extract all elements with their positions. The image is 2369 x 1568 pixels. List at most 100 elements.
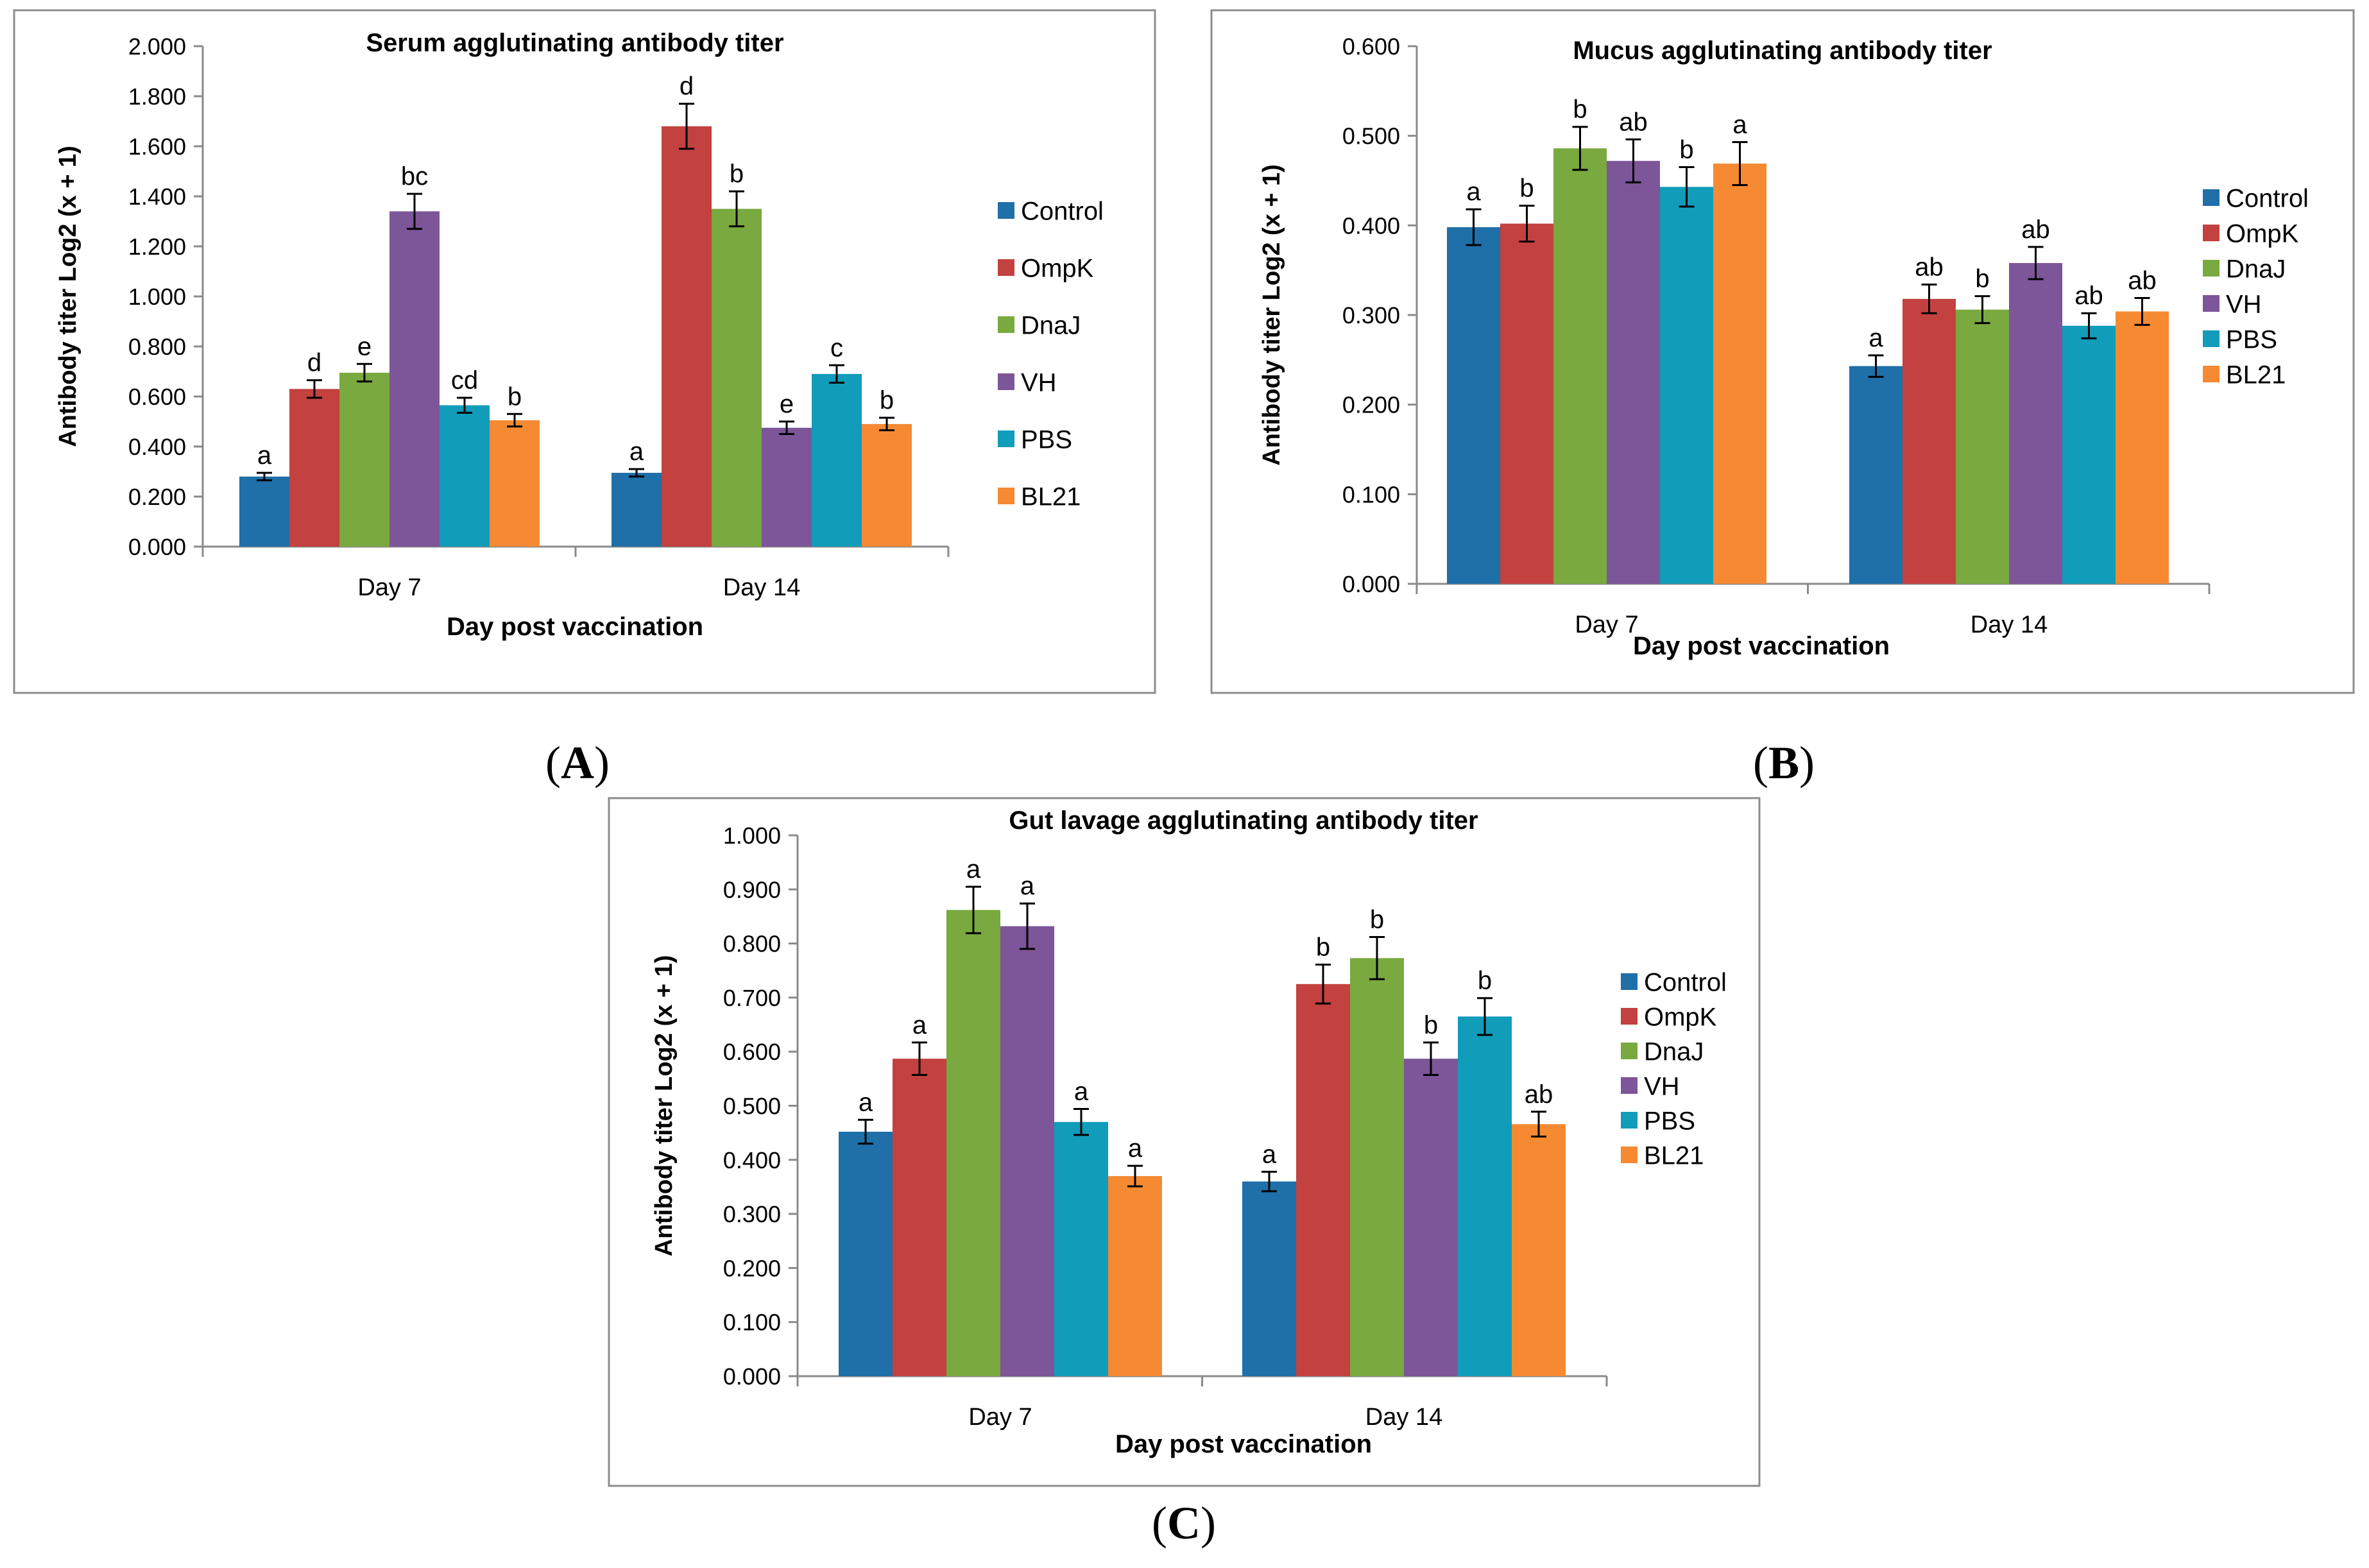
significance-label: b (1573, 96, 1587, 124)
legend-label: DnaJ (2226, 255, 2286, 283)
significance-label: a (1074, 1078, 1089, 1106)
bar-dnaj-1 (1553, 148, 1607, 584)
y-tick-label: 0.800 (723, 931, 781, 957)
x-tick-label: Day 7 (968, 1404, 1032, 1431)
significance-label: a (1869, 324, 1883, 352)
bar-ompk-2 (1903, 298, 1956, 584)
significance-label: b (1316, 933, 1330, 961)
legend-label: PBS (1644, 1107, 1695, 1135)
legend-label: OmpK (2226, 219, 2299, 248)
legend-label: PBS (2226, 325, 2277, 354)
significance-label: ab (1619, 108, 1648, 136)
y-tick-label: 0.400 (1342, 212, 1400, 239)
significance-label: a (1262, 1140, 1277, 1168)
y-tick-label: 0.600 (1342, 33, 1400, 60)
legend-label: VH (2226, 290, 2262, 318)
legend-swatch (998, 430, 1014, 447)
x-tick-label: Day 7 (357, 574, 421, 601)
legend-swatch (1621, 1008, 1638, 1025)
y-tick-label: 0.400 (723, 1147, 781, 1173)
legend-swatch (2203, 366, 2219, 382)
chart-title: Mucus agglutinating antibody titer (1573, 37, 1992, 65)
significance-label: ab (2074, 282, 2103, 310)
bar-dnaj-1 (339, 372, 389, 547)
y-tick-label: 0.300 (1342, 302, 1400, 328)
bar-bl21-2 (1512, 1124, 1566, 1376)
bar-vh-1 (1000, 926, 1054, 1376)
y-tick-label: 1.000 (723, 822, 781, 849)
legend-swatch (2203, 330, 2219, 347)
y-tick-label: 0.200 (1342, 392, 1400, 418)
x-axis-title: Day post vaccination (447, 613, 703, 641)
y-axis-title: Antibody titer Log2 (x + 1) (651, 955, 678, 1257)
chart-frame (608, 797, 1761, 1487)
significance-label: a (629, 438, 644, 466)
legend-label: VH (1021, 368, 1057, 396)
bar-pbs-2 (1458, 1016, 1512, 1376)
y-tick-label: 0.600 (128, 384, 186, 410)
y-axis-title: Antibody titer Log2 (x + 1) (55, 146, 81, 447)
bar-bl21-1 (1108, 1176, 1162, 1376)
bar-vh-1 (1607, 160, 1660, 584)
bar-ompk-2 (662, 126, 712, 547)
bar-pbs-2 (2062, 325, 2116, 584)
x-tick-label: Day 7 (1575, 611, 1638, 638)
y-tick-label: 0.000 (128, 534, 186, 560)
bar-control-2 (1849, 366, 1903, 584)
legend-label: BL21 (1021, 482, 1081, 511)
legend-swatch (2203, 189, 2219, 206)
legend-label: Control (2226, 184, 2309, 212)
legend-label: OmpK (1021, 254, 1094, 282)
bar-dnaj-2 (712, 209, 762, 547)
significance-label: a (257, 441, 272, 470)
legend-swatch (998, 316, 1014, 333)
legend-swatch (2203, 260, 2219, 277)
legend-label: DnaJ (1644, 1037, 1704, 1066)
legend-swatch (998, 488, 1014, 504)
chart-panel-1: Serum agglutinating antibody titer 0.000 0… (13, 9, 1156, 694)
chart-panel-3: Gut lavage agglutinating antibody titer 0… (608, 797, 1761, 1487)
x-tick-label: Day 14 (1365, 1404, 1442, 1431)
significance-label: b (1679, 136, 1693, 164)
significance-label: ab (1915, 253, 1944, 282)
significance-label: a (859, 1088, 873, 1116)
panel-label-a: (A) (545, 737, 610, 788)
x-tick-label: Day 14 (723, 574, 800, 601)
chart-panel-2: Mucus agglutinating antibody titer 0.000 0… (1210, 9, 2355, 694)
significance-label: b (880, 386, 894, 414)
bar-ompk-1 (893, 1059, 946, 1376)
bar-bl21-1 (1713, 163, 1766, 584)
x-axis-title: Day post vaccination (1115, 1430, 1372, 1458)
bar-pbs-1 (1054, 1121, 1108, 1376)
significance-label: b (1478, 967, 1492, 995)
legend-swatch (1621, 1077, 1638, 1094)
legend-swatch (1621, 1043, 1638, 1059)
y-axis-title: Antibody titer Log2 (x + 1) (1258, 164, 1285, 466)
significance-label: b (1370, 905, 1384, 933)
y-tick-label: 0.100 (1342, 481, 1400, 507)
bar-vh-1 (389, 211, 440, 547)
chart-title: Serum agglutinating antibody titer (366, 29, 783, 57)
legend-swatch (998, 373, 1014, 390)
legend-label: DnaJ (1021, 311, 1081, 339)
y-tick-label: 0.300 (723, 1201, 781, 1227)
bar-pbs-1 (1660, 187, 1713, 584)
panel-label-c: (C) (1152, 1497, 1216, 1549)
y-tick-label: 1.800 (128, 83, 186, 110)
significance-label: d (680, 72, 694, 101)
legend-swatch (2203, 225, 2219, 241)
legend-label: BL21 (2226, 361, 2286, 389)
bar-dnaj-2 (1956, 309, 2009, 584)
significance-label: ab (2128, 266, 2157, 294)
legend-swatch (1621, 1112, 1638, 1129)
bar-ompk-1 (289, 389, 339, 547)
significance-label: e (780, 390, 794, 418)
bar-control-1 (839, 1131, 893, 1376)
y-tick-label: 0.000 (723, 1363, 781, 1390)
y-tick-label: 2.000 (128, 33, 186, 60)
chart-title: Gut lavage agglutinating antibody titer (1009, 806, 1478, 835)
y-tick-label: 1.200 (128, 234, 186, 260)
significance-label: a (912, 1011, 927, 1039)
legend-swatch (1621, 1146, 1638, 1163)
